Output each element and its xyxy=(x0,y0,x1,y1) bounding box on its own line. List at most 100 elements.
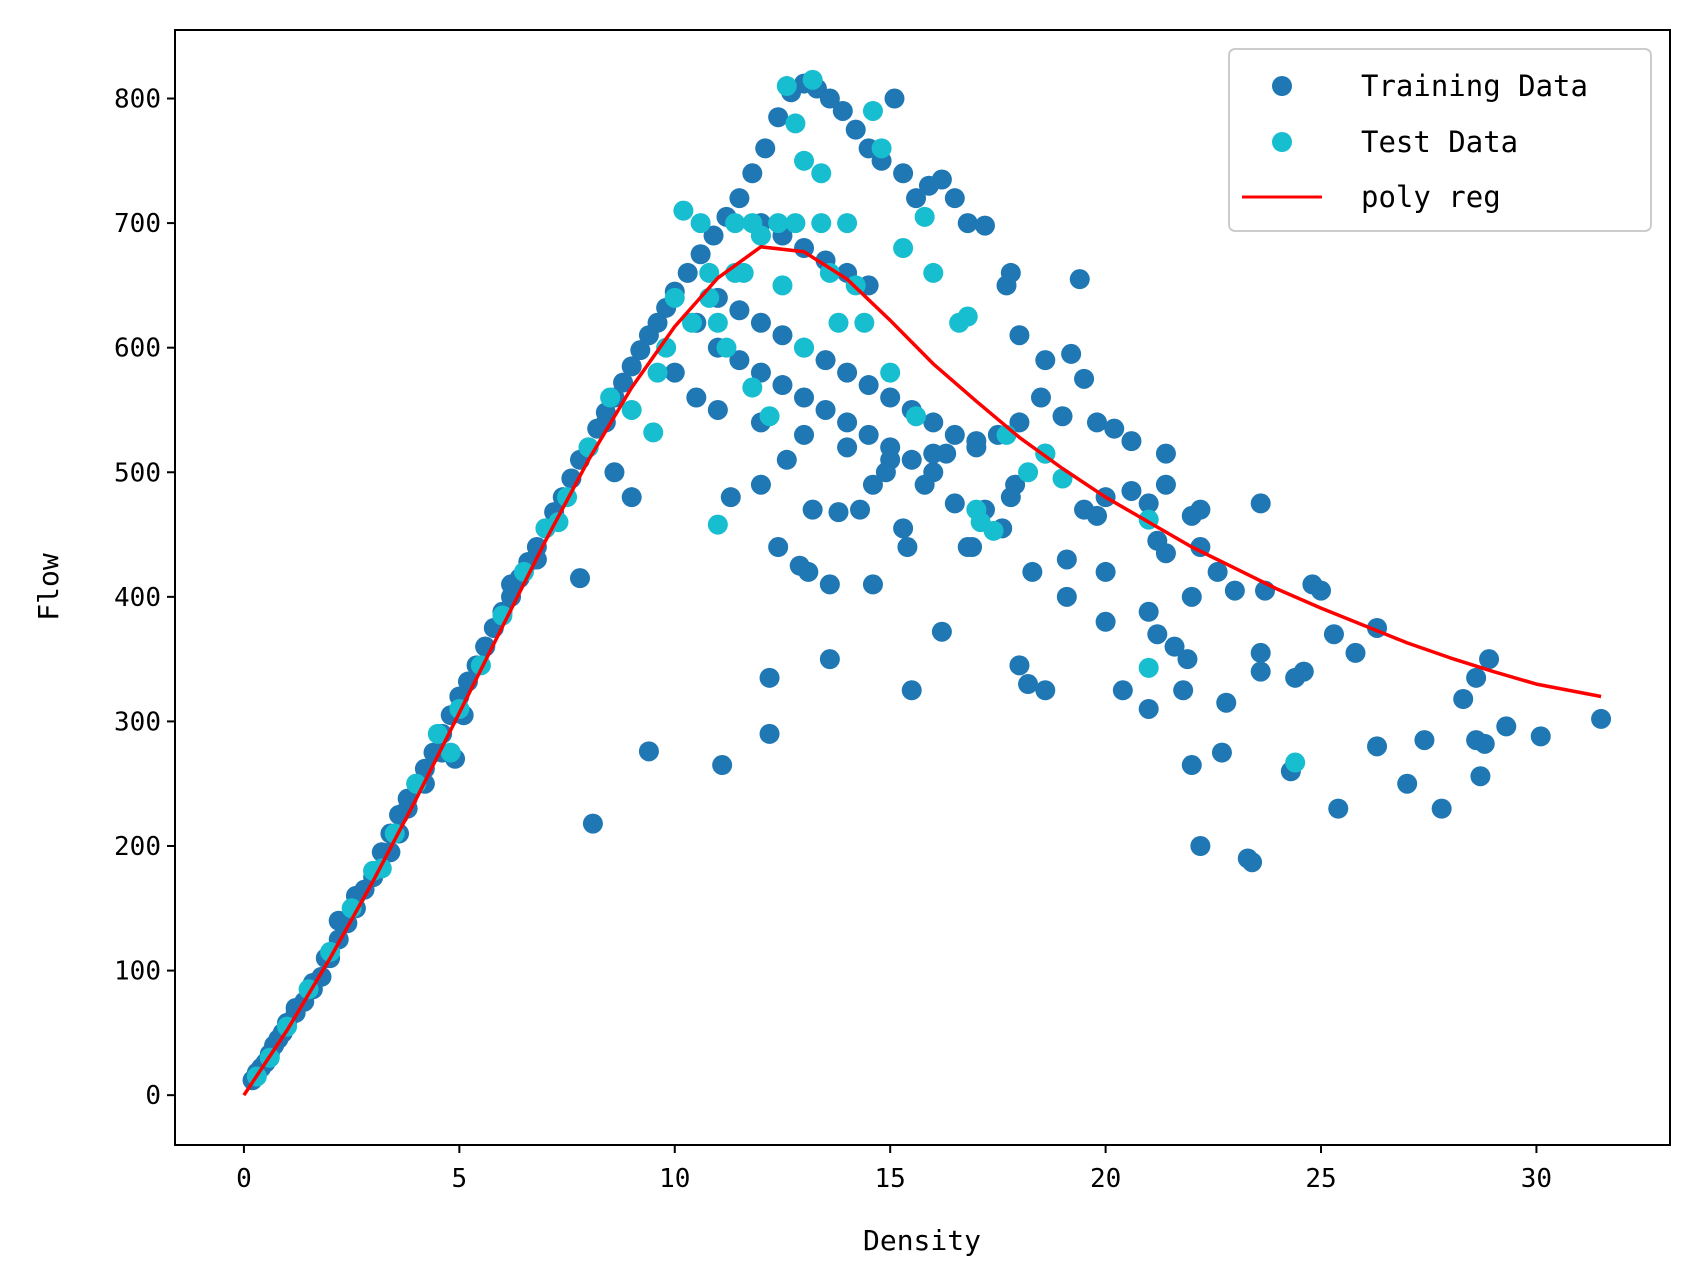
legend-label-test: Test Data xyxy=(1361,125,1518,159)
training-data-point xyxy=(1345,642,1366,663)
training-data-point xyxy=(759,723,780,744)
legend-label-training: Training Data xyxy=(1361,69,1588,103)
test-data-point xyxy=(1285,752,1306,773)
training-data-point xyxy=(1074,368,1095,389)
training-data-point xyxy=(906,188,927,209)
training-data-point xyxy=(690,244,711,265)
training-data-point xyxy=(501,574,522,595)
test-data-point xyxy=(923,262,944,283)
training-data-point xyxy=(802,499,823,520)
training-data-point xyxy=(742,163,763,184)
test-data-point xyxy=(647,362,668,383)
training-data-point xyxy=(613,372,634,393)
training-data-point xyxy=(944,493,965,514)
training-data-point xyxy=(1414,730,1435,751)
y-tick-label: 700 xyxy=(114,209,161,239)
y-axis: 0 100 200 300 400 500 600 700 800 xyxy=(114,85,175,1111)
training-data-point xyxy=(1030,387,1051,408)
training-data-point xyxy=(1211,742,1232,763)
training-data-point xyxy=(664,362,685,383)
test-data-point xyxy=(759,406,780,427)
x-tick-label: 0 xyxy=(236,1164,252,1194)
training-data-point xyxy=(1086,412,1107,433)
test-data-point xyxy=(682,312,703,333)
test-data-point xyxy=(440,742,461,763)
training-data-point xyxy=(1190,499,1211,520)
training-data-point xyxy=(1022,561,1043,582)
test-data-point xyxy=(699,262,720,283)
test-data-point xyxy=(785,113,806,134)
test-data-marks xyxy=(246,69,1306,1087)
training-data-point xyxy=(897,537,918,558)
test-data-point xyxy=(707,514,728,535)
x-axis-title: Density xyxy=(863,1224,981,1257)
training-data-point xyxy=(914,474,935,495)
test-data-point xyxy=(871,138,892,159)
training-data-point xyxy=(729,350,750,371)
x-tick-label: 10 xyxy=(659,1164,690,1194)
training-data-point xyxy=(819,88,840,109)
y-axis-title: Flow xyxy=(32,553,65,621)
training-data-point xyxy=(755,138,776,159)
training-data-point xyxy=(901,680,922,701)
legend-marker-training xyxy=(1272,76,1292,96)
training-data-point xyxy=(837,362,858,383)
test-data-point xyxy=(427,723,448,744)
test-data-point xyxy=(725,213,746,234)
training-data-point xyxy=(858,424,879,445)
x-tick-label: 15 xyxy=(875,1164,906,1194)
test-data-point xyxy=(983,520,1004,541)
training-data-point xyxy=(1056,586,1077,607)
training-data-point xyxy=(828,502,849,523)
test-data-point xyxy=(837,213,858,234)
test-data-point xyxy=(880,362,901,383)
test-data-point xyxy=(1018,462,1039,483)
test-data-point xyxy=(656,337,677,358)
plot-frame xyxy=(174,29,1671,1146)
training-data-point xyxy=(1009,655,1030,676)
training-data-point xyxy=(923,412,944,433)
test-data-point xyxy=(742,377,763,398)
y-tick-label: 400 xyxy=(114,583,161,613)
training-data-point xyxy=(1496,716,1517,737)
y-tick-label: 100 xyxy=(114,957,161,987)
training-data-point xyxy=(1000,487,1021,508)
y-tick-label: 800 xyxy=(114,85,161,115)
training-data-point xyxy=(729,188,750,209)
training-data-point xyxy=(1479,649,1500,670)
training-data-point xyxy=(936,443,957,464)
training-data-point xyxy=(893,518,914,539)
training-data-point xyxy=(789,555,810,576)
training-data-point xyxy=(815,350,836,371)
training-data-point xyxy=(794,424,815,445)
training-data-point xyxy=(1147,624,1168,645)
training-data-point xyxy=(1086,505,1107,526)
training-data-point xyxy=(1018,674,1039,695)
training-data-point xyxy=(1164,636,1185,657)
test-data-point xyxy=(690,213,711,234)
training-data-point xyxy=(893,163,914,184)
training-data-point xyxy=(815,399,836,420)
training-data-point xyxy=(931,621,952,642)
training-data-point xyxy=(1530,726,1551,747)
test-data-point xyxy=(716,337,737,358)
training-data-point xyxy=(1056,549,1077,570)
training-data-point xyxy=(944,424,965,445)
training-data-point xyxy=(901,449,922,470)
training-data-point xyxy=(1367,736,1388,757)
training-data-point xyxy=(768,107,789,128)
training-data-point xyxy=(621,356,642,377)
training-data-point xyxy=(1035,680,1056,701)
training-data-point xyxy=(1293,661,1314,682)
training-data-point xyxy=(621,487,642,508)
training-data-point xyxy=(1155,443,1176,464)
test-data-point xyxy=(750,225,771,246)
test-data-point xyxy=(828,312,849,333)
training-data-point xyxy=(750,474,771,495)
test-data-point xyxy=(906,406,927,427)
y-tick-label: 200 xyxy=(114,832,161,862)
test-data-point xyxy=(707,312,728,333)
training-data-point xyxy=(604,462,625,483)
training-data-point xyxy=(630,340,651,361)
training-data-point xyxy=(677,262,698,283)
